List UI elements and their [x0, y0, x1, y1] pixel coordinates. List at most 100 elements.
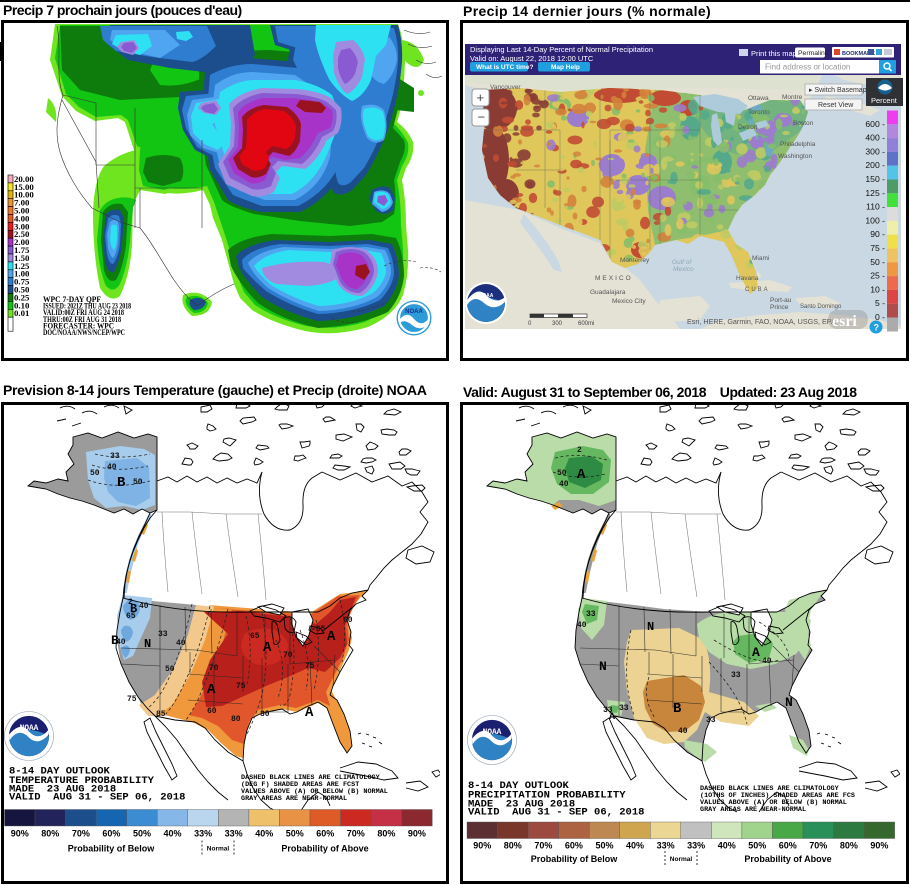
svg-text:70%: 70% — [72, 829, 90, 839]
svg-text:50: 50 — [90, 469, 100, 478]
svg-text:3.00: 3.00 — [14, 221, 30, 231]
svg-text:65: 65 — [250, 632, 260, 641]
svg-text:2.00: 2.00 — [14, 237, 30, 247]
svg-text:7.00: 7.00 — [14, 198, 30, 208]
svg-text:Normal: Normal — [670, 856, 693, 863]
svg-text:8-14 DAY OUTLOOK: 8-14 DAY OUTLOOK — [468, 780, 570, 792]
svg-text:75: 75 — [305, 662, 315, 671]
svg-text:80: 80 — [260, 710, 270, 719]
svg-text:80: 80 — [231, 715, 241, 724]
svg-text:CUBA: CUBA — [745, 287, 770, 293]
svg-text:33%: 33% — [225, 829, 243, 839]
svg-text:150 -: 150 - — [865, 174, 885, 184]
svg-text:125 -: 125 - — [865, 188, 885, 198]
svg-text:0.25: 0.25 — [14, 292, 30, 302]
svg-text:40: 40 — [577, 621, 587, 630]
svg-text:50%: 50% — [286, 829, 304, 839]
svg-text:50%: 50% — [133, 829, 151, 839]
svg-text:Guadalajara: Guadalajara — [590, 289, 626, 296]
svg-text:A: A — [577, 467, 586, 483]
svg-text:Permalink: Permalink — [798, 50, 829, 57]
svg-text:Probability of Below: Probability of Below — [531, 854, 619, 864]
svg-text:40: 40 — [176, 639, 186, 648]
svg-text:Boston: Boston — [793, 120, 814, 127]
svg-text:Reset View: Reset View — [818, 102, 854, 109]
svg-text:0.10: 0.10 — [14, 300, 30, 310]
svg-text:GRAY AREAS ARE NEAR-NORMAL: GRAY AREAS ARE NEAR-NORMAL — [241, 795, 347, 803]
svg-text:Ottawa: Ottawa — [748, 95, 769, 102]
svg-text:5.00: 5.00 — [14, 206, 30, 216]
svg-text:VALUES ABOVE (A) OR BELOW (B): VALUES ABOVE (A) OR BELOW (B) NORMAL — [241, 788, 388, 796]
svg-text:40: 40 — [107, 463, 117, 472]
svg-text:0: 0 — [528, 321, 532, 327]
svg-text:33%: 33% — [657, 841, 675, 851]
svg-text:80%: 80% — [504, 841, 522, 851]
svg-text:90 -: 90 - — [870, 229, 885, 239]
svg-text:40: 40 — [678, 727, 688, 736]
svg-text:33: 33 — [603, 706, 613, 715]
svg-text:8-14 DAY OUTLOOK: 8-14 DAY OUTLOOK — [9, 766, 111, 778]
svg-text:60%: 60% — [565, 841, 583, 851]
svg-text:50%: 50% — [595, 841, 613, 851]
svg-text:40%: 40% — [626, 841, 644, 851]
svg-text:THRU:00Z FRI AUG 31 2018: THRU:00Z FRI AUG 31 2018 — [43, 315, 121, 324]
svg-text:90%: 90% — [870, 841, 888, 851]
svg-text:FORECASTER: WPC: FORECASTER: WPC — [43, 321, 114, 330]
svg-text:60: 60 — [343, 616, 353, 625]
svg-text:Toronto: Toronto — [748, 109, 770, 116]
svg-text:A: A — [609, 712, 615, 723]
svg-text:75: 75 — [236, 682, 246, 691]
svg-text:10.00: 10.00 — [14, 190, 34, 200]
svg-text:Probability of Above: Probability of Above — [281, 844, 368, 854]
svg-text:Vancouver: Vancouver — [490, 84, 521, 91]
svg-text:4.00: 4.00 — [14, 213, 30, 223]
svg-text:NOAA: NOAA — [20, 725, 39, 733]
svg-text:0.01: 0.01 — [14, 308, 29, 318]
svg-text:What is UTC time?: What is UTC time? — [476, 64, 533, 71]
svg-text:33: 33 — [110, 452, 120, 461]
svg-text:PRECIPITATION PROBABILITY: PRECIPITATION PROBABILITY — [468, 790, 626, 802]
svg-text:33%: 33% — [194, 829, 212, 839]
svg-text:60%: 60% — [316, 829, 334, 839]
svg-text:esri: esri — [832, 313, 857, 330]
svg-text:33: 33 — [158, 630, 168, 639]
svg-text:25 -: 25 - — [870, 271, 885, 281]
svg-text:VALID:00Z FRI AUG 24 2018: VALID:00Z FRI AUG 24 2018 — [43, 308, 124, 317]
svg-text:TEMPERATURE PROBABILITY: TEMPERATURE PROBABILITY — [9, 775, 155, 787]
svg-text:+: + — [477, 90, 485, 105]
svg-text:33: 33 — [586, 610, 596, 619]
svg-text:80%: 80% — [41, 829, 59, 839]
svg-text:50%: 50% — [748, 841, 766, 851]
svg-text:70: 70 — [283, 651, 293, 660]
svg-text:VALID AUG 31 - SEP 06, 2018: VALID AUG 31 - SEP 06, 2018 — [9, 792, 185, 804]
svg-text:▸ Switch Basemap: ▸ Switch Basemap — [809, 87, 867, 94]
svg-text:N: N — [599, 659, 607, 674]
svg-text:20.00: 20.00 — [14, 174, 34, 184]
svg-text:Montre: Montre — [782, 94, 803, 101]
svg-text:DASHED BLACK LINES ARE CLIMATO: DASHED BLACK LINES ARE CLIMATOLOGY — [700, 785, 840, 793]
svg-text:300 -: 300 - — [865, 146, 885, 156]
svg-text:MEXICO: MEXICO — [595, 275, 633, 282]
svg-text:100 -: 100 - — [865, 215, 885, 225]
svg-text:90%: 90% — [473, 841, 491, 851]
svg-text:NOAA: NOAA — [479, 293, 494, 299]
svg-text:40: 40 — [116, 638, 126, 647]
svg-text:N: N — [785, 695, 793, 710]
svg-text:A: A — [752, 645, 760, 660]
svg-text:60%: 60% — [102, 829, 120, 839]
svg-text:1.50: 1.50 — [14, 253, 30, 263]
svg-text:40: 40 — [139, 602, 149, 611]
svg-text:GRAY AREAS ARE NEAR-NORMAL: GRAY AREAS ARE NEAR-NORMAL — [700, 806, 806, 814]
svg-text:NOAA: NOAA — [405, 309, 423, 315]
svg-text:BOOKMARK: BOOKMARK — [842, 51, 875, 57]
svg-text:Miami: Miami — [752, 255, 769, 262]
svg-text:B: B — [117, 475, 126, 491]
svg-text:?: ? — [874, 323, 880, 333]
svg-text:Find address or location: Find address or location — [765, 63, 850, 72]
svg-text:33: 33 — [706, 716, 716, 725]
svg-text:40%: 40% — [163, 829, 181, 839]
svg-text:50 -: 50 - — [870, 257, 885, 267]
svg-text:Probability of Above: Probability of Above — [744, 854, 831, 864]
svg-text:Gulf of: Gulf of — [672, 259, 692, 266]
svg-text:−: − — [478, 110, 486, 125]
